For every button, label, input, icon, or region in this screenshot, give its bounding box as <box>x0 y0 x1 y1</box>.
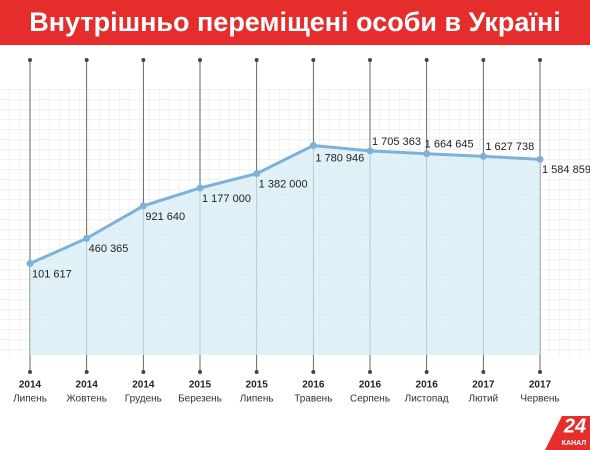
point <box>139 202 147 210</box>
value-label: 921 640 <box>145 211 185 223</box>
guide-dot <box>481 58 486 62</box>
guide-dot <box>141 58 146 62</box>
point <box>83 234 91 242</box>
guide-dot <box>28 58 32 62</box>
point <box>253 170 261 178</box>
value-label: 1 780 946 <box>315 152 364 164</box>
title-banner <box>0 0 590 45</box>
value-label: 1 177 000 <box>202 193 251 205</box>
point <box>366 147 374 155</box>
guide-dot <box>538 58 542 62</box>
plot-area: 2014 Липень 2014 Жовтень 2014 Грудень 2015 Бере… <box>0 58 590 405</box>
x-tick-label: Червень <box>520 394 559 405</box>
guide-dot <box>198 370 202 374</box>
x-year-label: 2017 <box>529 380 552 391</box>
logo-number: 24 <box>563 415 586 437</box>
value-label: 1 705 363 <box>372 136 421 148</box>
x-year-label: 2016 <box>359 380 382 391</box>
point <box>479 152 487 160</box>
x-year-label: 2016 <box>302 380 325 391</box>
chart-title: Внутрішньо переміщені особи в Україні <box>29 7 561 37</box>
x-tick-label: Серпень <box>350 394 390 405</box>
guide-dot <box>28 370 32 374</box>
x-tick-label: Грудень <box>125 394 162 405</box>
point <box>536 155 544 163</box>
value-label: 1 382 000 <box>259 178 308 190</box>
x-year-label: 2015 <box>246 380 269 391</box>
guide-dot <box>424 58 429 62</box>
x-tick-label: Липень <box>13 394 47 405</box>
x-tick-label: Березень <box>178 394 222 405</box>
point <box>309 142 317 150</box>
guide-dot <box>254 370 259 374</box>
x-tick-label: Липень <box>240 394 274 405</box>
guide-dot <box>311 370 316 374</box>
x-tick-label: Лютий <box>469 394 499 405</box>
guide-dot <box>84 370 89 374</box>
logo-shape <box>545 416 590 450</box>
x-year-label: 2016 <box>416 380 439 391</box>
x-year-label: 2014 <box>76 380 99 391</box>
guide-dot <box>481 370 486 374</box>
value-label: 101 617 <box>32 268 72 280</box>
logo-text: КАНАЛ <box>562 440 587 447</box>
guide-dot <box>538 370 542 374</box>
value-label: 1 664 645 <box>425 139 474 151</box>
x-year-label: 2015 <box>189 380 212 391</box>
x-tick-label: Травень <box>294 394 332 405</box>
guide-dot <box>84 58 89 62</box>
guide-dot <box>368 370 372 374</box>
line <box>29 144 541 265</box>
guide-dot <box>424 370 429 374</box>
point <box>423 150 431 158</box>
area-fill <box>30 145 540 355</box>
guide-dot <box>311 58 316 62</box>
guide-dot <box>368 58 372 62</box>
x-tick-label: Листопад <box>405 394 449 405</box>
guide-dot <box>141 370 146 374</box>
guide-dot <box>198 58 202 62</box>
x-tick-label: Жовтень <box>66 394 107 405</box>
guide-dot <box>254 58 259 62</box>
value-label: 1 584 859 <box>542 164 590 176</box>
x-year-label: 2014 <box>19 380 42 391</box>
point <box>196 184 204 192</box>
value-label: 1 627 738 <box>485 141 534 153</box>
x-year-label: 2017 <box>472 380 495 391</box>
logo: 24 КАНАЛ <box>545 415 590 450</box>
value-label: 460 365 <box>89 243 129 255</box>
point <box>26 260 34 268</box>
x-year-label: 2014 <box>132 380 155 391</box>
